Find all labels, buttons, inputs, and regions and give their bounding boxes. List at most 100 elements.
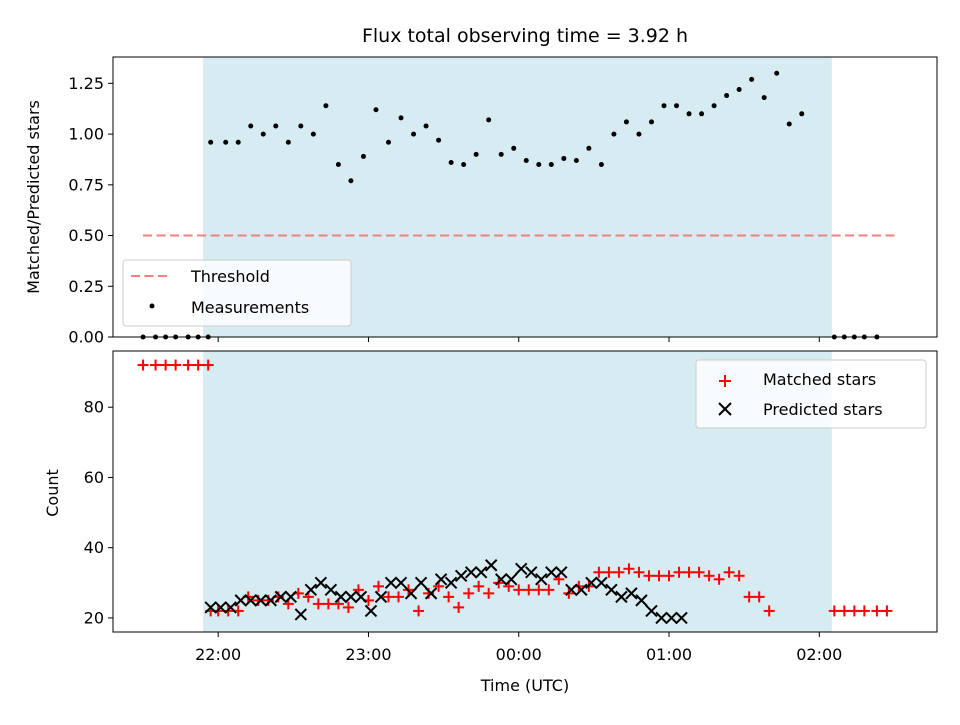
legend-matched-label: Matched stars: [763, 370, 876, 389]
predicted-star-point: [424, 587, 438, 600]
measurement-point: [661, 103, 667, 109]
matched-star-point: [192, 359, 204, 371]
matched-star-point: [593, 566, 605, 578]
matched-star-point: [533, 584, 545, 596]
matched-star-point: [170, 359, 182, 371]
matched-star-point: [513, 584, 525, 596]
predicted-star-point: [635, 594, 648, 607]
measurement-point: [335, 162, 341, 168]
predicted-star-point: [555, 566, 568, 579]
matched-star-point: [543, 584, 555, 596]
matched-star-point: [523, 584, 535, 596]
matched-star-point: [633, 566, 645, 578]
measurement-point: [711, 103, 717, 109]
measurement-point: [498, 151, 504, 157]
predicted-star-point: [484, 559, 498, 572]
measurement-point: [699, 111, 705, 117]
legend-predicted-label: Predicted stars: [763, 400, 883, 419]
matched-star-point: [160, 359, 172, 371]
measurement-point: [386, 139, 392, 145]
predicted-star-point: [244, 594, 257, 607]
matched-star-point: [683, 566, 695, 578]
ratio-legend-box: [122, 259, 352, 327]
matched-star-point: [673, 566, 685, 578]
matched-star-point: [743, 591, 755, 603]
matched-star-point: [753, 591, 765, 603]
matched-star-point: [733, 570, 745, 582]
matched-star-point: [202, 359, 214, 371]
matched-star-point: [653, 570, 665, 582]
x-tick-label: 22:00: [195, 645, 241, 664]
predicted-star-point: [625, 587, 638, 600]
matched-star-point: [723, 566, 735, 578]
measurement-point: [536, 162, 542, 168]
matched-star-point: [763, 605, 775, 617]
predicted-star-point: [454, 569, 468, 583]
legend-measurements-swatch: [149, 303, 155, 309]
predicted-star-point: [605, 583, 618, 597]
predicted-star-point: [214, 601, 227, 614]
x-axis-label: Time (UTC): [480, 676, 569, 695]
measurement-point: [749, 76, 755, 82]
measurement-point: [686, 111, 692, 117]
count-axes-frame: [112, 350, 938, 633]
measurement-point: [436, 137, 442, 143]
predicted-star-point: [284, 590, 298, 604]
predicted-star-point: [384, 576, 398, 590]
predicted-star-point: [585, 576, 598, 590]
ratio-y-tick-label: 0.50: [68, 226, 104, 245]
matched-star-point: [713, 573, 725, 585]
x-tick-label: 00:00: [496, 645, 542, 664]
measurement-point: [586, 145, 592, 151]
matched-star-point: [453, 601, 465, 613]
ratio-y-tick-label: 1.25: [68, 74, 104, 93]
count-legend: Matched stars Predicted stars: [695, 359, 927, 429]
matched-star-point: [150, 359, 162, 371]
legend-measurements-label: Measurements: [191, 298, 309, 317]
measurement-point: [273, 123, 279, 129]
predicted-star-point: [474, 566, 488, 579]
predicted-star-point: [675, 611, 688, 625]
count-y-tick-label: 20: [84, 608, 104, 627]
predicted-star-point: [535, 573, 548, 586]
predicted-star-point: [615, 590, 628, 604]
measurement-point: [235, 139, 241, 145]
measurement-point: [548, 162, 554, 168]
count-x-ticks: 22:00 23:00 00:00 01:00 02:00: [195, 632, 842, 664]
measurement-point: [511, 145, 517, 151]
predicted-star-point: [314, 576, 328, 590]
measurement-point: [208, 139, 214, 145]
measurement-point: [411, 131, 417, 137]
predicted-star-point: [645, 604, 658, 618]
matched-star-point: [483, 587, 495, 599]
measurement-point: [636, 131, 642, 137]
predicted-star-point: [234, 594, 247, 607]
measurement-point: [398, 115, 404, 121]
predicted-star-point: [304, 583, 318, 597]
measurement-point: [786, 121, 792, 127]
count-y-tick-label: 60: [84, 468, 104, 487]
matched-star-point: [393, 591, 405, 603]
matched-star-point: [881, 605, 893, 617]
matched-star-point: [182, 359, 194, 371]
ratio-y-tick-label: 0.00: [68, 328, 104, 347]
count-legend-box: [695, 359, 927, 429]
ratio-x-ticks: [217, 337, 820, 342]
matched-star-point: [603, 566, 615, 578]
count-y-tick-label: 80: [84, 398, 104, 417]
predicted-star-point: [254, 594, 267, 607]
predicted-star-point: [444, 576, 458, 590]
measurement-point: [223, 139, 229, 145]
measurement-point: [360, 153, 366, 159]
measurement-point: [648, 119, 654, 125]
measurement-point: [611, 131, 617, 137]
matched-star-point: [322, 598, 334, 610]
ratio-axes-frame: [112, 56, 938, 338]
matched-star-point: [858, 605, 870, 617]
predicted-star-point: [434, 573, 448, 586]
x-tick-label: 23:00: [345, 645, 391, 664]
predicted-star-point: [374, 590, 388, 604]
measurement-point: [736, 86, 742, 92]
